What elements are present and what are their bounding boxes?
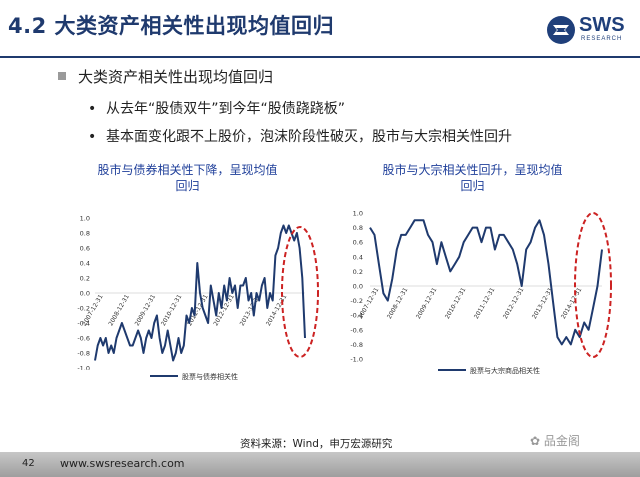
series-line <box>369 219 603 346</box>
x-tick-label: 2011-12-31 <box>473 286 497 320</box>
x-tick-label: 2008-12-31 <box>107 293 131 327</box>
right-chart-legend: 股票与大宗商品相关性 <box>438 366 540 376</box>
y-tick-label: 0.6 <box>80 245 90 253</box>
left-chart-title: 股市与债券相关性下降，呈现均值回归 <box>97 163 278 193</box>
y-tick-label: -1.0 <box>350 356 363 364</box>
series-line <box>94 224 306 362</box>
sws-logo-icon <box>547 16 575 44</box>
y-tick-label: -1.0 <box>77 365 90 371</box>
sub-bullet: • 基本面变化跟不上股价，泡沫阶段性破灭，股市与大宗相关性回升 <box>88 126 512 146</box>
footer-bar: 42 www.swsresearch.com <box>0 452 640 477</box>
header-rule <box>0 56 640 58</box>
right-chart-title: 股市与大宗相关性回升，呈现均值回归 <box>382 163 563 193</box>
y-tick-label: 0.0 <box>80 290 90 298</box>
y-tick-label: 1.0 <box>353 210 363 218</box>
main-bullet: 大类资产相关性出现均值回归 <box>58 66 273 87</box>
highlight-ellipse <box>574 212 612 358</box>
legend-label: 股票与债券相关性 <box>182 373 238 381</box>
y-tick-label: 0.2 <box>353 268 363 276</box>
left-chart: 1.0 0.8 0.6 0.4 0.2 0.0 -0.2 -0.4 -0.6 -0.8 -1.0 20… <box>77 215 319 371</box>
legend-label: 股票与大宗商品相关性 <box>470 367 540 375</box>
y-tick-label: 0.0 <box>353 283 363 291</box>
y-tick-label: -0.8 <box>350 341 363 349</box>
y-tick-label: -0.6 <box>77 335 90 343</box>
left-chart-legend: 股票与债券相关性 <box>150 372 238 382</box>
footer-url[interactable]: www.swsresearch.com <box>60 457 185 470</box>
y-tick-label: -0.4 <box>350 312 363 320</box>
slide-header: 4.2 大类资产相关性出现均值回归 SWS RESEARCH <box>0 0 640 58</box>
watermark: ✿ 品金阁 <box>530 434 580 448</box>
square-bullet-icon <box>58 72 66 80</box>
y-tick-label: 0.4 <box>80 260 90 268</box>
source-note: 资料来源：Wind，申万宏源研究 <box>240 438 393 450</box>
y-tick-label: -0.8 <box>77 350 90 358</box>
sub-bullet-text: 基本面变化跟不上股价，泡沫阶段性破灭，股市与大宗相关性回升 <box>106 129 512 145</box>
x-tick-label: 2009-12-31 <box>415 286 439 320</box>
y-tick-label: 1.0 <box>80 215 90 223</box>
y-tick-label: -0.2 <box>77 305 90 313</box>
y-tick-label: 0.6 <box>353 239 363 247</box>
y-tick-label: 0.8 <box>353 224 363 232</box>
main-bullet-text: 大类资产相关性出现均值回归 <box>78 68 274 86</box>
legend-line-icon <box>438 369 466 371</box>
highlight-ellipse <box>281 226 319 358</box>
x-tick-label: 2014-12-31 <box>560 286 584 320</box>
x-tick-label: 2010-12-31 <box>160 293 184 327</box>
page-title: 4.2 大类资产相关性出现均值回归 <box>8 14 335 38</box>
sws-logo: SWS RESEARCH <box>545 14 633 48</box>
y-tick-label: 0.4 <box>353 253 363 261</box>
bullet-dot-icon: • <box>88 129 97 145</box>
watermark-text: 品金阁 <box>543 434 580 448</box>
x-tick-label: 2010-12-31 <box>444 286 468 320</box>
y-tick-label: -0.2 <box>350 297 363 305</box>
sub-bullet-text: 从去年“股债双牛”到今年“股债跷跷板” <box>106 101 346 117</box>
page-number: 42 <box>22 458 35 469</box>
x-tick-label: 2012-12-31 <box>502 286 526 320</box>
sub-bullet: • 从去年“股债双牛”到今年“股债跷跷板” <box>88 98 345 118</box>
right-chart: 1.0 0.8 0.6 0.4 0.2 0.0 -0.2 -0.4 -0.6 -0.8 -1.0 20… <box>350 210 612 364</box>
bullet-dot-icon: • <box>88 101 97 117</box>
logo-text: SWS <box>579 14 625 36</box>
y-tick-label: 0.2 <box>80 275 90 283</box>
y-tick-label: 0.8 <box>80 230 90 238</box>
y-tick-label: -0.6 <box>350 326 363 334</box>
legend-line-icon <box>150 375 178 377</box>
logo-subtext: RESEARCH <box>581 36 623 42</box>
y-tick-label: -0.4 <box>77 320 90 328</box>
